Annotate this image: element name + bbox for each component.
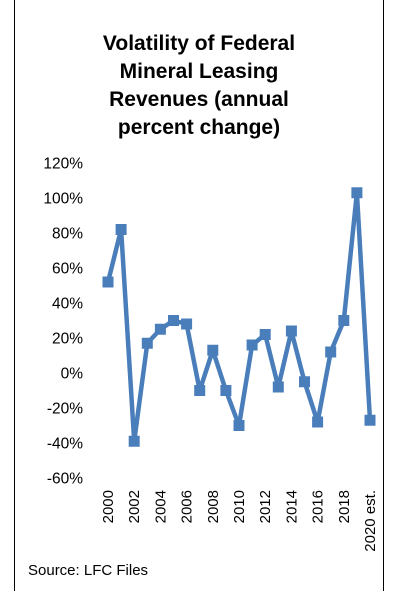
y-tick-label: 100% [43, 191, 83, 208]
data-point-marker [102, 276, 114, 288]
data-point-marker [220, 385, 232, 396]
y-tick-label: 40% [52, 296, 83, 313]
chart-title: Volatility of Federal Mineral Leasing Re… [14, 30, 384, 142]
data-point-marker [364, 414, 376, 426]
x-tick-label: 2004 [152, 490, 169, 523]
data-point-marker [299, 376, 310, 388]
data-point-marker [115, 224, 127, 235]
chart-frame [14, 0, 384, 591]
title-line-3: Revenues (annual [109, 88, 289, 111]
title-line-4: percent change) [117, 116, 281, 139]
x-tick-label: 2008 [205, 490, 222, 523]
y-tick-label: -20% [47, 401, 83, 418]
y-tick-label: 80% [52, 226, 83, 243]
x-tick-label: 2016 [310, 490, 327, 523]
data-point-marker [246, 339, 258, 351]
data-point-marker [233, 420, 245, 431]
source-note: Source: LFC Files [28, 562, 149, 579]
data-point-marker [194, 385, 206, 396]
data-point-marker [285, 325, 297, 337]
x-tick-label: 2014 [283, 490, 300, 523]
data-point-marker [259, 329, 271, 340]
data-point-marker [141, 337, 153, 349]
data-point-marker [272, 381, 284, 393]
y-tick-label: 120% [43, 156, 83, 173]
data-point-marker [325, 346, 337, 358]
y-tick-label: -40% [47, 436, 83, 453]
data-point-marker [181, 318, 193, 330]
x-tick-label: 2010 [231, 490, 248, 523]
series-line [105, 190, 373, 444]
data-point-marker [128, 435, 140, 447]
data-point-marker [351, 187, 363, 199]
y-tick-label: 0% [61, 366, 84, 383]
x-tick-label: 2006 [179, 490, 196, 523]
data-point-marker [168, 315, 179, 326]
data-point-marker [154, 323, 166, 335]
y-axis-labels: 120% 100% 80% 60% 40% 20% 0% -20% -40% -60% [43, 156, 83, 488]
x-tick-label: 2012 [257, 490, 274, 523]
x-tick-label: 2020 est. [362, 490, 379, 552]
x-tick-label: 2000 [100, 490, 117, 523]
data-point-marker [338, 315, 350, 326]
data-point-marker [207, 344, 219, 356]
y-tick-label: 60% [52, 261, 83, 278]
y-tick-label: 20% [52, 331, 83, 348]
data-point-marker [312, 416, 324, 428]
x-tick-label: 2018 [336, 490, 353, 523]
y-tick-label: -60% [47, 471, 83, 488]
x-tick-label: 2002 [126, 490, 143, 523]
title-line-1: Volatility of Federal [102, 32, 296, 55]
title-line-2: Mineral Leasing [119, 60, 279, 83]
series-group [102, 187, 376, 447]
x-axis-labels: 2000 2002 2004 2006 2008 2010 2012 2014 2016 2018… [100, 490, 379, 552]
